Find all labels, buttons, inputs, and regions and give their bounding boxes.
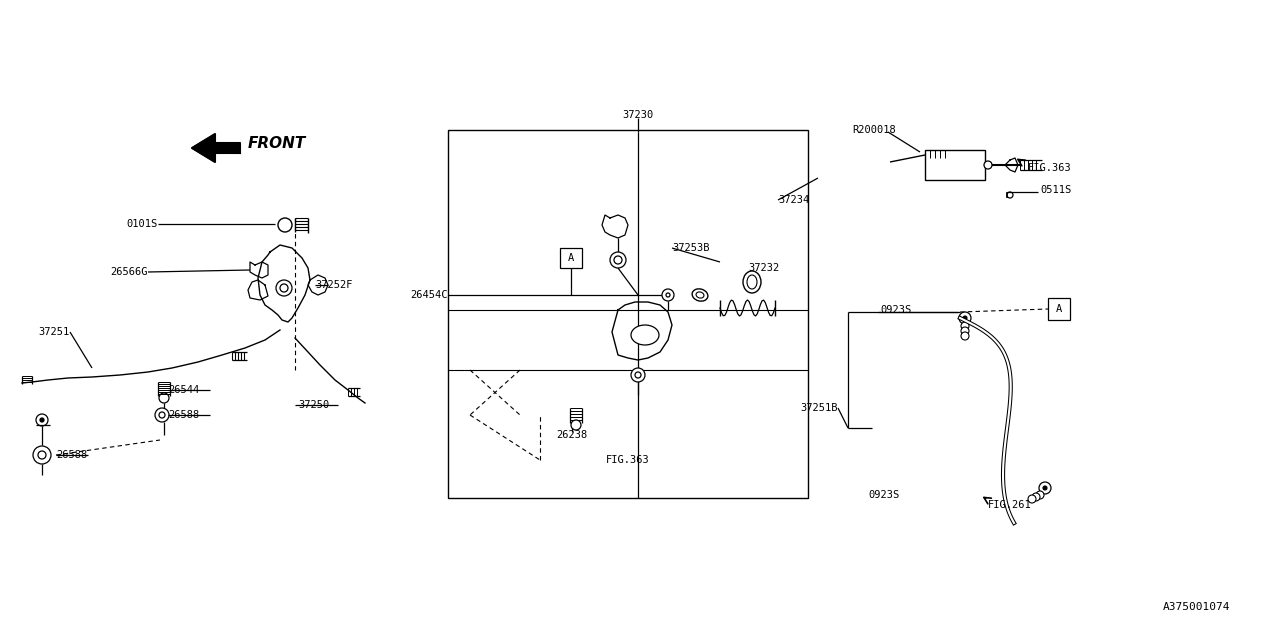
- Ellipse shape: [631, 325, 659, 345]
- Text: 37253B: 37253B: [672, 243, 709, 253]
- Polygon shape: [308, 275, 328, 295]
- Text: FIG.363: FIG.363: [607, 455, 650, 465]
- Text: A: A: [568, 253, 575, 263]
- Text: 37230: 37230: [622, 110, 654, 120]
- Text: A: A: [1056, 304, 1062, 314]
- Circle shape: [984, 161, 992, 169]
- Ellipse shape: [742, 271, 762, 293]
- Circle shape: [1007, 192, 1012, 198]
- Text: 26588: 26588: [56, 450, 87, 460]
- Text: 37232: 37232: [748, 263, 780, 273]
- Text: 26588: 26588: [168, 410, 200, 420]
- Circle shape: [1043, 486, 1047, 490]
- Text: 26566G: 26566G: [110, 267, 148, 277]
- Circle shape: [155, 408, 169, 422]
- Text: 0511S: 0511S: [1039, 185, 1071, 195]
- Circle shape: [280, 284, 288, 292]
- Text: 0923S: 0923S: [868, 490, 900, 500]
- Circle shape: [963, 316, 966, 320]
- Circle shape: [1039, 482, 1051, 494]
- Text: FIG.363: FIG.363: [1028, 163, 1071, 173]
- Circle shape: [1036, 491, 1044, 499]
- Text: 37234: 37234: [778, 195, 809, 205]
- Polygon shape: [250, 262, 268, 278]
- Circle shape: [40, 418, 44, 422]
- Text: FIG.261: FIG.261: [988, 500, 1032, 510]
- Circle shape: [276, 280, 292, 296]
- Polygon shape: [259, 245, 310, 322]
- Circle shape: [961, 327, 969, 335]
- Text: 26238: 26238: [557, 430, 588, 440]
- Polygon shape: [1005, 158, 1018, 172]
- Circle shape: [666, 293, 669, 297]
- Text: 26544: 26544: [168, 385, 200, 395]
- Circle shape: [571, 420, 581, 430]
- Bar: [561, 248, 582, 268]
- Circle shape: [159, 412, 165, 418]
- Bar: [448, 130, 808, 498]
- Circle shape: [1032, 493, 1039, 501]
- Text: 0923S: 0923S: [881, 305, 911, 315]
- Text: R200018: R200018: [852, 125, 896, 135]
- Polygon shape: [602, 215, 628, 238]
- Bar: [925, 150, 986, 180]
- Text: 37251: 37251: [38, 327, 70, 337]
- Polygon shape: [248, 280, 268, 300]
- Bar: [1048, 298, 1070, 320]
- Circle shape: [961, 332, 969, 340]
- Circle shape: [1028, 495, 1036, 503]
- Ellipse shape: [692, 289, 708, 301]
- Circle shape: [33, 446, 51, 464]
- Polygon shape: [192, 134, 241, 162]
- Circle shape: [631, 368, 645, 382]
- Text: A375001074: A375001074: [1162, 602, 1230, 612]
- Text: 26454C: 26454C: [411, 290, 448, 300]
- Circle shape: [614, 256, 622, 264]
- Circle shape: [38, 451, 46, 459]
- Text: 37250: 37250: [298, 400, 329, 410]
- Text: 37251B: 37251B: [800, 403, 838, 413]
- Ellipse shape: [748, 275, 756, 289]
- Text: 0101S: 0101S: [127, 219, 157, 229]
- Text: FRONT: FRONT: [248, 136, 306, 150]
- Polygon shape: [612, 302, 672, 360]
- Circle shape: [635, 372, 641, 378]
- Circle shape: [611, 252, 626, 268]
- Ellipse shape: [696, 292, 704, 298]
- Circle shape: [662, 289, 675, 301]
- Circle shape: [959, 312, 972, 324]
- Text: 37252F: 37252F: [315, 280, 352, 290]
- Circle shape: [36, 414, 49, 426]
- Circle shape: [961, 322, 969, 330]
